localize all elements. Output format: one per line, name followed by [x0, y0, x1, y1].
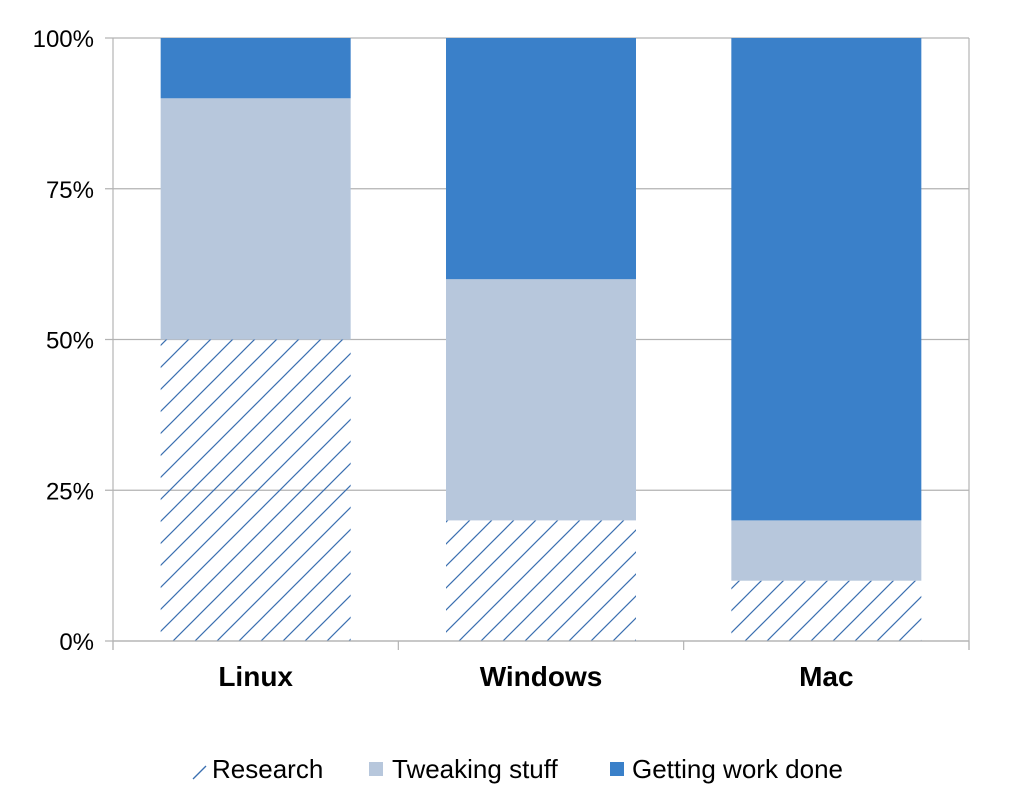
- legend-label: Tweaking stuff: [392, 754, 559, 784]
- y-tick-label: 75%: [46, 177, 94, 204]
- bar-mac[interactable]: [731, 38, 922, 641]
- bars: [160, 38, 922, 642]
- legend-label: Research: [212, 754, 323, 784]
- x-tick-label: Mac: [799, 661, 853, 692]
- y-tick-label: 100%: [33, 26, 94, 53]
- bar-windows[interactable]: [446, 38, 636, 641]
- y-tick-label: 25%: [46, 478, 94, 505]
- legend: Research Tweaking stuff Getting work don…: [192, 754, 843, 784]
- bar-linux[interactable]: [160, 38, 351, 642]
- hatch-swatch-icon: [192, 765, 207, 780]
- segment-getting-work-done[interactable]: [731, 38, 922, 521]
- y-tick-label: 0%: [59, 629, 94, 656]
- segment-research[interactable]: [446, 520, 636, 641]
- blue-swatch-icon: [610, 762, 624, 776]
- legend-item-getting-work-done[interactable]: Getting work done: [610, 754, 843, 784]
- segment-getting-work-done[interactable]: [160, 38, 351, 99]
- segment-research[interactable]: [731, 580, 922, 641]
- x-axis-ticks: Linux Windows Mac: [218, 661, 853, 692]
- legend-label: Getting work done: [632, 754, 843, 784]
- segment-tweaking-stuff[interactable]: [731, 520, 922, 581]
- x-tick-label: Linux: [218, 661, 293, 692]
- segment-tweaking-stuff[interactable]: [446, 279, 636, 521]
- legend-item-research[interactable]: Research: [192, 754, 323, 784]
- light-blue-swatch-icon: [369, 762, 383, 776]
- segment-research[interactable]: [160, 339, 351, 642]
- y-axis-ticks: 0% 25% 50% 75% 100%: [33, 26, 94, 656]
- legend-item-tweaking-stuff[interactable]: Tweaking stuff: [369, 754, 559, 784]
- segment-tweaking-stuff[interactable]: [160, 98, 351, 340]
- segment-getting-work-done[interactable]: [446, 38, 636, 280]
- x-tick-label: Windows: [480, 661, 603, 692]
- y-tick-label: 50%: [46, 328, 94, 355]
- axes: [112, 38, 970, 650]
